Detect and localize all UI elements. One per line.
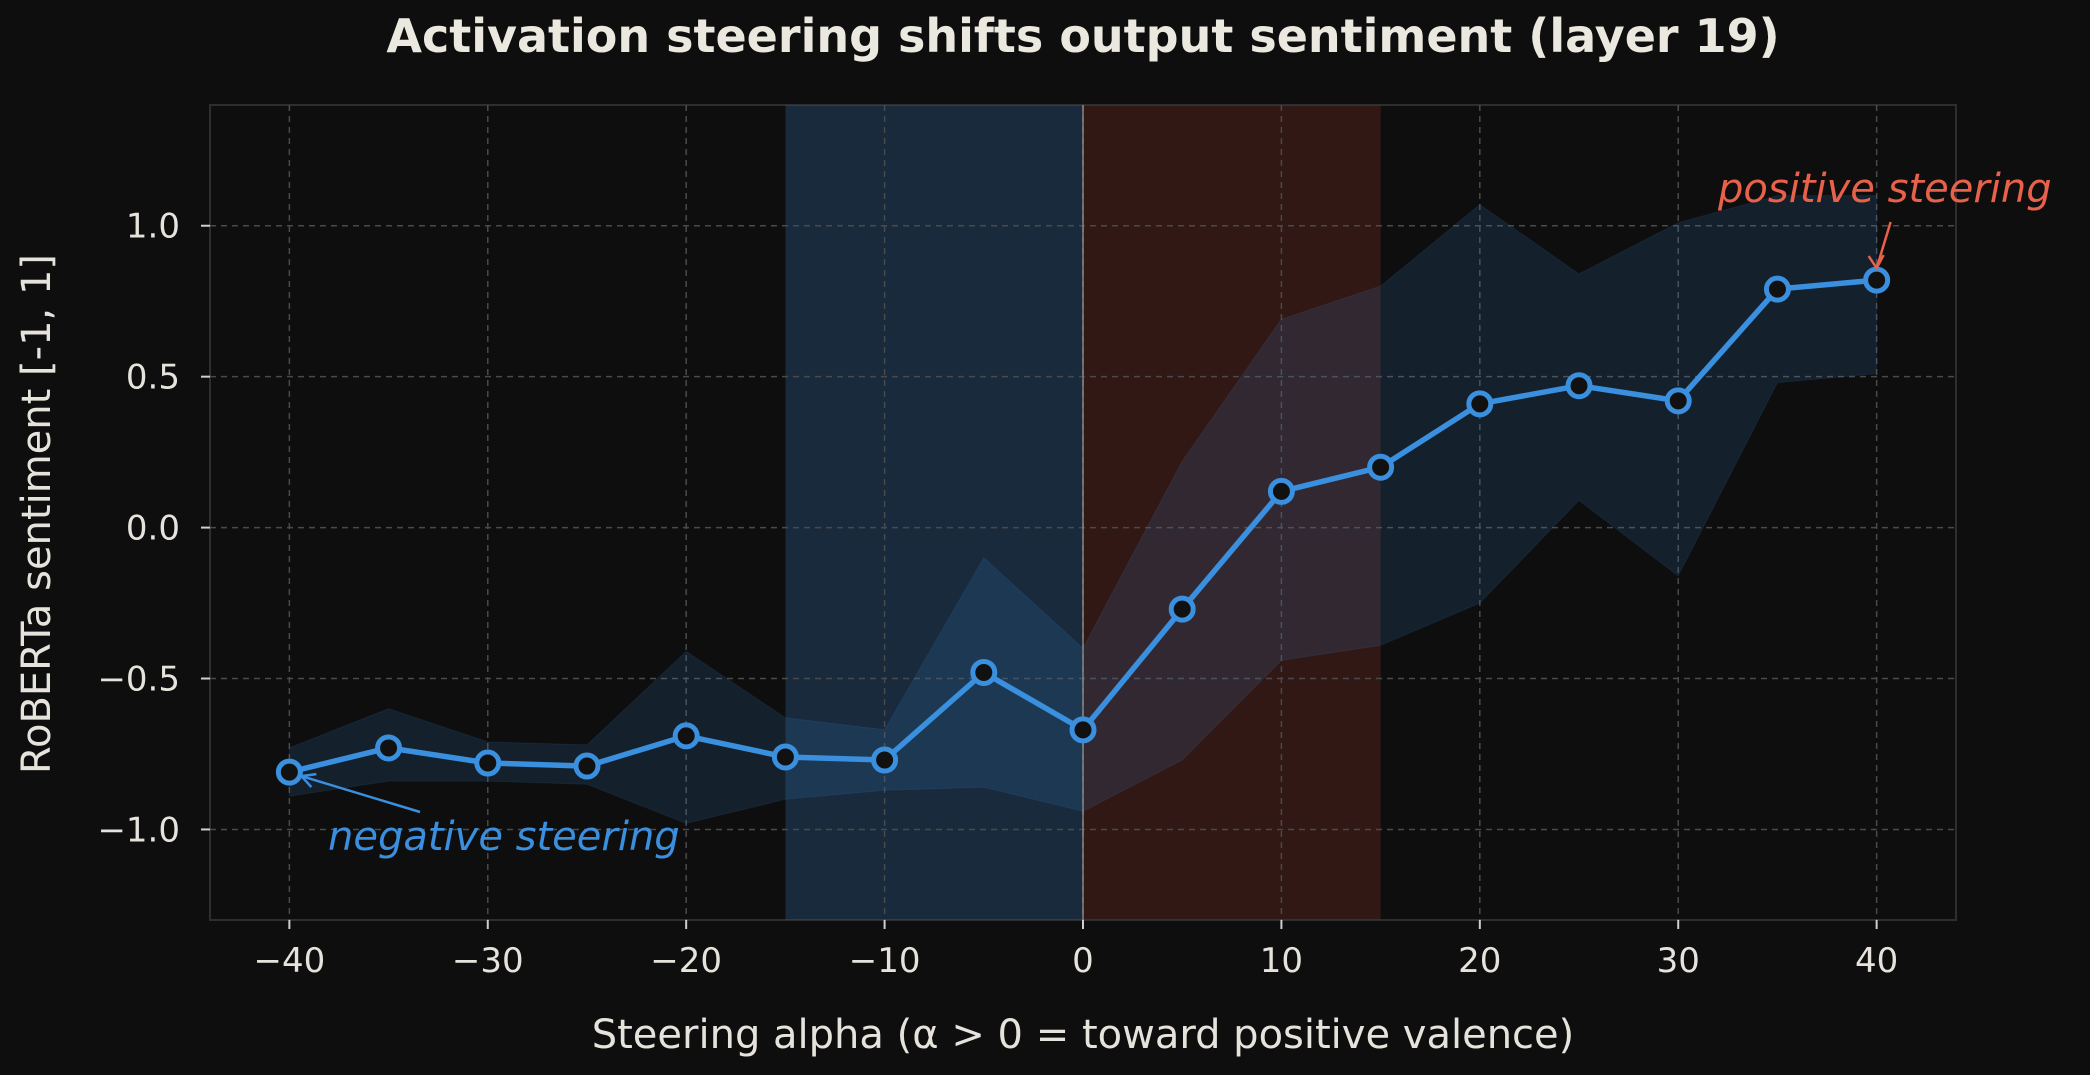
annotations: positive steering negative steering xyxy=(298,166,2052,860)
y-tick-label-3: 0.5 xyxy=(126,358,180,398)
positive-steering-annotation: positive steering xyxy=(1717,166,2052,212)
y-tick-label-0: −1.0 xyxy=(97,810,180,850)
shaded-regions xyxy=(785,105,1381,920)
chart-title: Activation steering shifts output sentim… xyxy=(386,9,1779,63)
y-tick-label-4: 1.0 xyxy=(126,207,180,247)
y-axis-label: RoBERTa sentiment [-1, 1] xyxy=(14,254,60,774)
x-axis-ticks: −40 −30 −20 −10 0 10 20 30 40 xyxy=(253,920,1898,981)
shaded-region-0 xyxy=(785,105,1083,920)
shaded-region-1 xyxy=(1083,105,1381,920)
data-point-6 xyxy=(871,746,899,774)
confidence-band xyxy=(288,195,1878,824)
data-point-4 xyxy=(672,722,700,750)
confidence-band-area xyxy=(288,195,1878,824)
data-point-13 xyxy=(1565,372,1593,400)
x-tick-label-6: 20 xyxy=(1458,941,1501,981)
data-points xyxy=(275,266,1891,786)
x-tick-label-7: 30 xyxy=(1657,941,1700,981)
negative-annotation-arrowhead xyxy=(298,772,317,788)
x-tick-label-2: −20 xyxy=(650,941,722,981)
x-tick-label-4: 0 xyxy=(1072,941,1094,981)
x-tick-label-0: −40 xyxy=(253,941,325,981)
data-point-15 xyxy=(1763,275,1791,303)
data-point-5 xyxy=(771,743,799,771)
negative-steering-annotation: negative steering xyxy=(328,814,680,860)
data-point-10 xyxy=(1267,477,1295,505)
data-point-8 xyxy=(1069,716,1097,744)
y-tick-label-2: 0.0 xyxy=(126,509,180,549)
x-tick-label-5: 10 xyxy=(1260,941,1303,981)
data-point-12 xyxy=(1466,390,1494,418)
data-point-7 xyxy=(970,658,998,686)
x-tick-label-1: −30 xyxy=(452,941,524,981)
data-point-16 xyxy=(1863,266,1891,294)
data-point-0 xyxy=(275,758,303,786)
data-point-3 xyxy=(573,752,601,780)
data-point-9 xyxy=(1168,595,1196,623)
data-point-1 xyxy=(375,734,403,762)
data-point-14 xyxy=(1664,387,1692,415)
data-point-2 xyxy=(474,749,502,777)
positive-annotation-arrowhead xyxy=(1867,254,1885,271)
data-point-11 xyxy=(1367,453,1395,481)
y-tick-label-1: −0.5 xyxy=(97,660,180,700)
x-tick-label-8: 40 xyxy=(1855,941,1898,981)
x-axis-label: Steering alpha (α > 0 = toward positive … xyxy=(592,1012,1575,1058)
y-axis-ticks: −1.0 −0.5 0.0 0.5 1.0 xyxy=(97,207,210,850)
x-tick-label-3: −10 xyxy=(849,941,921,981)
positive-annotation-arrow xyxy=(1875,221,1892,269)
negative-annotation-arrow xyxy=(301,774,421,814)
